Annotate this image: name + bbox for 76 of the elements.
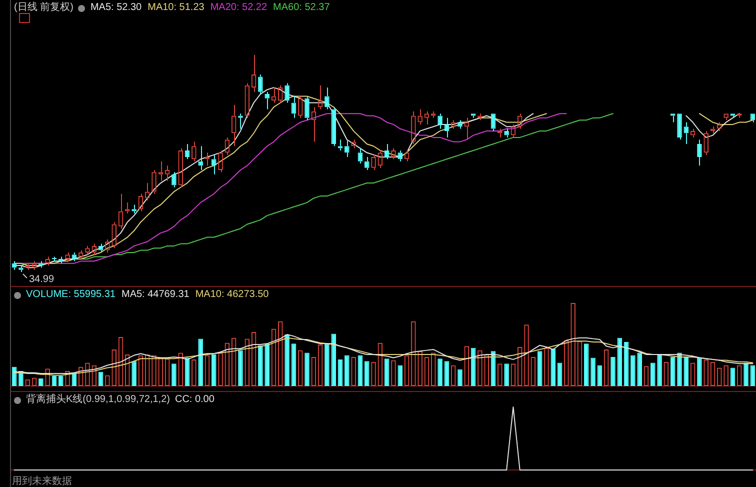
bar bbox=[550, 348, 556, 386]
candlestick bbox=[304, 96, 310, 121]
chart-title: 背离捕头K线(0.99,1,0.99,72,1,2) bbox=[26, 394, 170, 406]
text: MA5: 52.30 bbox=[90, 2, 142, 14]
bar bbox=[364, 361, 370, 386]
text: MA10: 51.23 bbox=[148, 2, 204, 14]
bar bbox=[537, 351, 542, 386]
candlestick bbox=[364, 156, 370, 171]
candlestick bbox=[338, 139, 343, 151]
candlestick bbox=[198, 146, 203, 171]
bar bbox=[331, 334, 336, 386]
bar bbox=[198, 338, 203, 386]
bar bbox=[584, 344, 589, 386]
bar bbox=[211, 354, 216, 386]
candlestick bbox=[258, 74, 263, 95]
candlestick bbox=[284, 82, 290, 104]
bar bbox=[444, 361, 450, 386]
bar bbox=[617, 338, 622, 386]
candlestick bbox=[344, 139, 350, 158]
candlestick bbox=[398, 150, 403, 162]
bar bbox=[284, 334, 290, 386]
candlestick bbox=[211, 154, 216, 175]
text: 用到未来数据 bbox=[12, 476, 72, 487]
bar bbox=[264, 344, 270, 386]
candlestick bbox=[72, 252, 77, 262]
candlestick bbox=[670, 114, 676, 123]
text: MA60: 52.37 bbox=[273, 2, 330, 14]
bar bbox=[132, 361, 136, 386]
bar bbox=[304, 352, 310, 386]
bar bbox=[697, 358, 702, 386]
bar bbox=[58, 376, 64, 386]
bar bbox=[650, 362, 656, 386]
bar bbox=[258, 345, 263, 386]
chart-title: (日线 前复权) bbox=[14, 2, 74, 14]
bar bbox=[172, 364, 176, 386]
candlestick bbox=[98, 243, 104, 253]
bar bbox=[744, 362, 748, 386]
candlestick bbox=[750, 114, 756, 123]
bar bbox=[610, 356, 616, 386]
candlestick bbox=[438, 113, 442, 130]
bar bbox=[504, 364, 509, 386]
bar bbox=[677, 352, 682, 386]
text: MA20: 52.22 bbox=[210, 2, 268, 14]
text: VOLUME: 55995.31 bbox=[26, 289, 116, 301]
candlestick bbox=[324, 87, 330, 110]
bar bbox=[657, 354, 662, 386]
candlestick bbox=[331, 106, 336, 147]
bar bbox=[384, 358, 390, 386]
candlestick bbox=[184, 143, 190, 160]
candlestick bbox=[358, 148, 363, 164]
bar bbox=[324, 344, 330, 386]
bar bbox=[630, 355, 636, 386]
bar bbox=[730, 368, 736, 386]
candlestick bbox=[697, 139, 702, 166]
bar bbox=[238, 350, 243, 386]
bar bbox=[52, 376, 57, 386]
text: MA10: 46273.50 bbox=[195, 289, 269, 301]
candlestick bbox=[291, 96, 296, 118]
bar bbox=[637, 352, 642, 386]
text: 34.99 bbox=[28, 274, 54, 285]
candlestick bbox=[172, 172, 176, 188]
bar bbox=[458, 369, 462, 386]
text: CC: 0.00 bbox=[174, 394, 214, 406]
candlestick bbox=[444, 117, 450, 138]
text: MA5: 44769.31 bbox=[122, 289, 190, 301]
bar bbox=[438, 358, 442, 386]
candlestick bbox=[18, 264, 24, 272]
bar bbox=[291, 344, 296, 386]
bar bbox=[398, 365, 403, 386]
candlestick bbox=[458, 120, 462, 130]
candlestick bbox=[504, 128, 509, 138]
bar bbox=[344, 355, 350, 386]
bar bbox=[590, 358, 596, 386]
candlestick bbox=[264, 91, 270, 110]
candlestick bbox=[684, 122, 689, 144]
bar bbox=[72, 374, 77, 386]
